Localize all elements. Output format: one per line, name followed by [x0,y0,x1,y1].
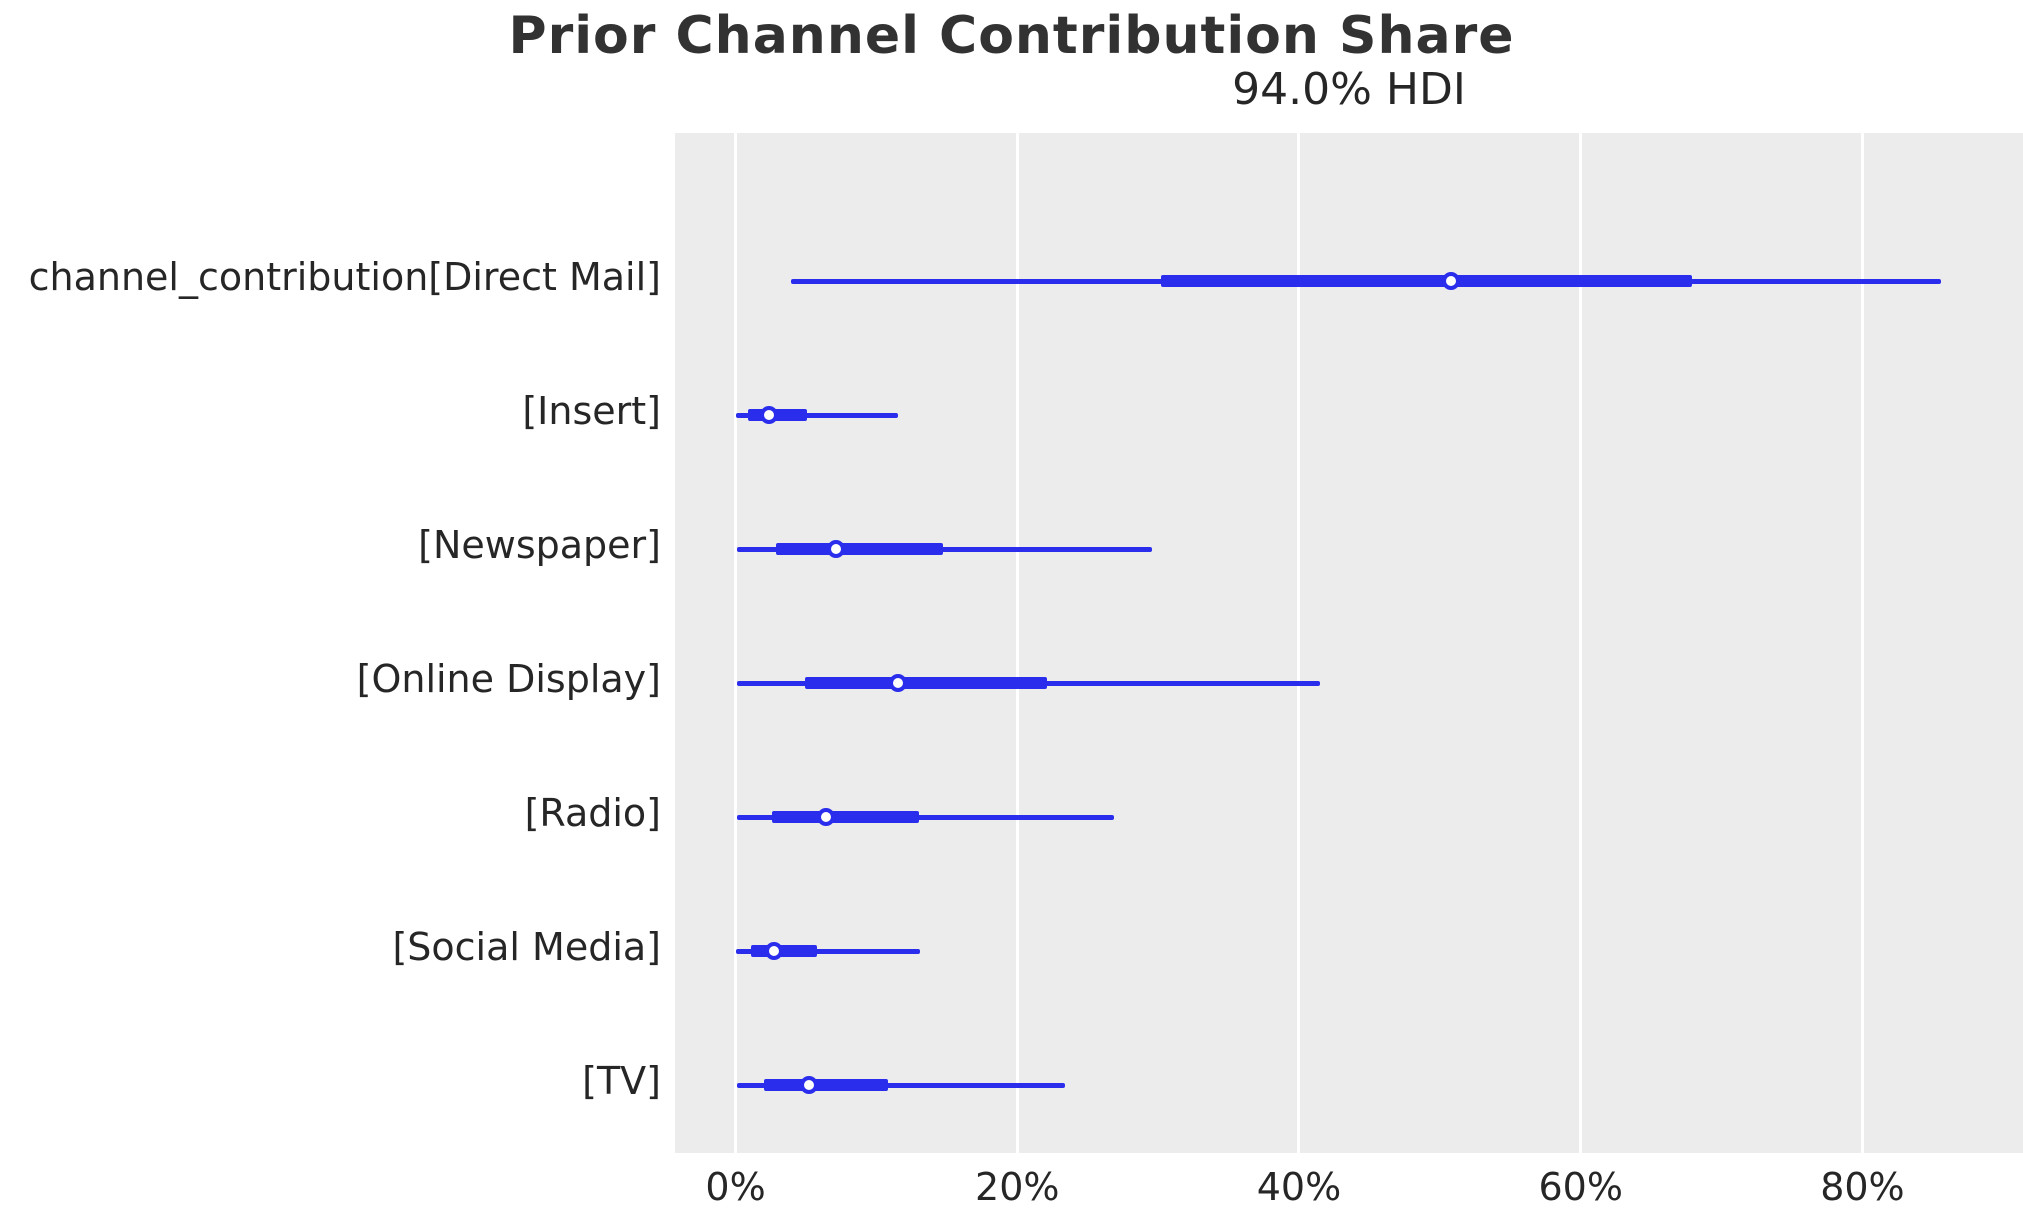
interquartile-band [763,1079,888,1091]
row-label: [Social Media] [392,925,661,969]
x-gridline [1015,133,1019,1153]
x-gridline [1579,133,1583,1153]
x-tick-label: 40% [1256,1165,1342,1209]
median-dot [826,540,845,558]
median-dot [816,808,835,826]
interquartile-band [772,811,919,823]
x-gridline [1860,133,1864,1153]
hdi-line [736,948,921,954]
row-label: [TV] [582,1059,661,1103]
plot-area [675,133,2023,1153]
x-tick-label: 80% [1820,1165,1905,1209]
hdi-line [736,412,898,418]
hdi-line [736,546,1153,552]
row-label: [Newspaper] [418,523,661,567]
row-label: [Radio] [524,791,661,835]
hdi-subtitle: 94.0% HDI [1232,64,1466,115]
interquartile-band [1160,275,1692,287]
hdi-line [736,1082,1066,1088]
x-gridline [734,133,738,1153]
hdi-line [736,814,1115,820]
median-dot [799,1076,818,1094]
row-label: [Online Display] [356,657,661,701]
x-tick-label: 0% [705,1165,766,1209]
x-gridline [1297,133,1301,1153]
chart-title: Prior Channel Contribution Share [508,6,1515,66]
x-tick-label: 60% [1538,1165,1623,1209]
median-dot [764,942,783,960]
interquartile-band [804,677,1047,689]
interquartile-band [776,543,943,555]
interquartile-band [751,945,818,957]
x-tick-label: 20% [975,1165,1060,1209]
median-dot [760,406,779,424]
row-label: [Insert] [522,389,661,433]
row-label: channel_contribution[Direct Mail] [28,255,661,299]
median-dot [1442,272,1461,290]
median-dot [888,674,907,692]
